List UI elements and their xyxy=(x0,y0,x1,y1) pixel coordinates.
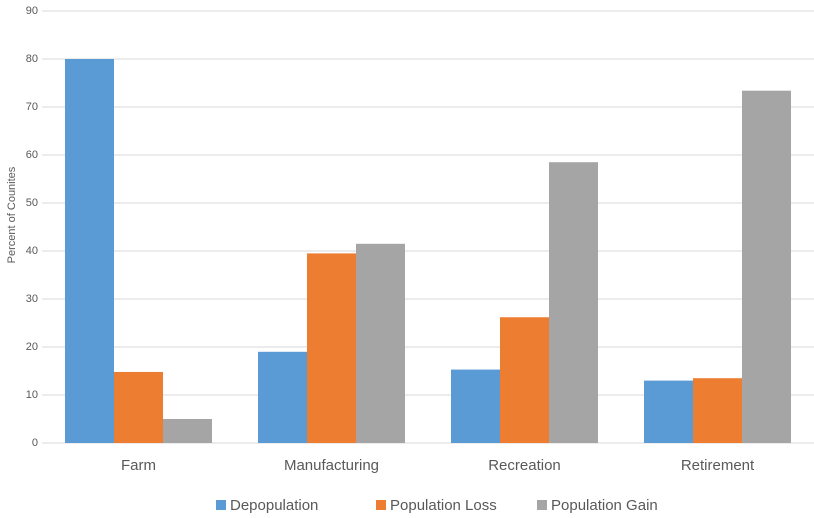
bar xyxy=(693,378,742,443)
legend-label: Depopulation xyxy=(230,497,318,514)
bar xyxy=(356,243,405,443)
legend-swatch xyxy=(537,500,547,510)
bar xyxy=(65,59,114,443)
bar xyxy=(451,369,500,443)
legend-label: Population Loss xyxy=(390,497,497,514)
y-tick-label: 90 xyxy=(26,5,38,17)
x-tick-label: Recreation xyxy=(488,457,561,474)
x-tick-label: Farm xyxy=(121,457,156,474)
y-tick-label: 30 xyxy=(26,293,38,305)
x-tick-label: Manufacturing xyxy=(284,457,379,474)
y-tick-label: 20 xyxy=(26,341,38,353)
legend-swatch xyxy=(376,500,386,510)
x-tick-label: Retirement xyxy=(681,457,755,474)
bar xyxy=(742,90,791,444)
bar xyxy=(307,253,356,443)
y-tick-label: 40 xyxy=(26,245,38,257)
y-axis-label: Percent of Counites xyxy=(6,166,18,263)
y-tick-label: 60 xyxy=(26,149,38,161)
bar xyxy=(163,419,212,443)
y-tick-label: 70 xyxy=(26,101,38,113)
bar xyxy=(258,351,307,443)
bar xyxy=(114,371,163,443)
y-tick-label: 0 xyxy=(32,437,38,449)
bar xyxy=(549,162,598,443)
y-tick-label: 10 xyxy=(26,389,38,401)
legend-label: Population Gain xyxy=(551,497,658,514)
bar xyxy=(644,380,693,443)
y-tick-label: 50 xyxy=(26,197,38,209)
bar xyxy=(500,317,549,443)
y-tick-label: 80 xyxy=(26,53,38,65)
legend-swatch xyxy=(216,500,226,510)
